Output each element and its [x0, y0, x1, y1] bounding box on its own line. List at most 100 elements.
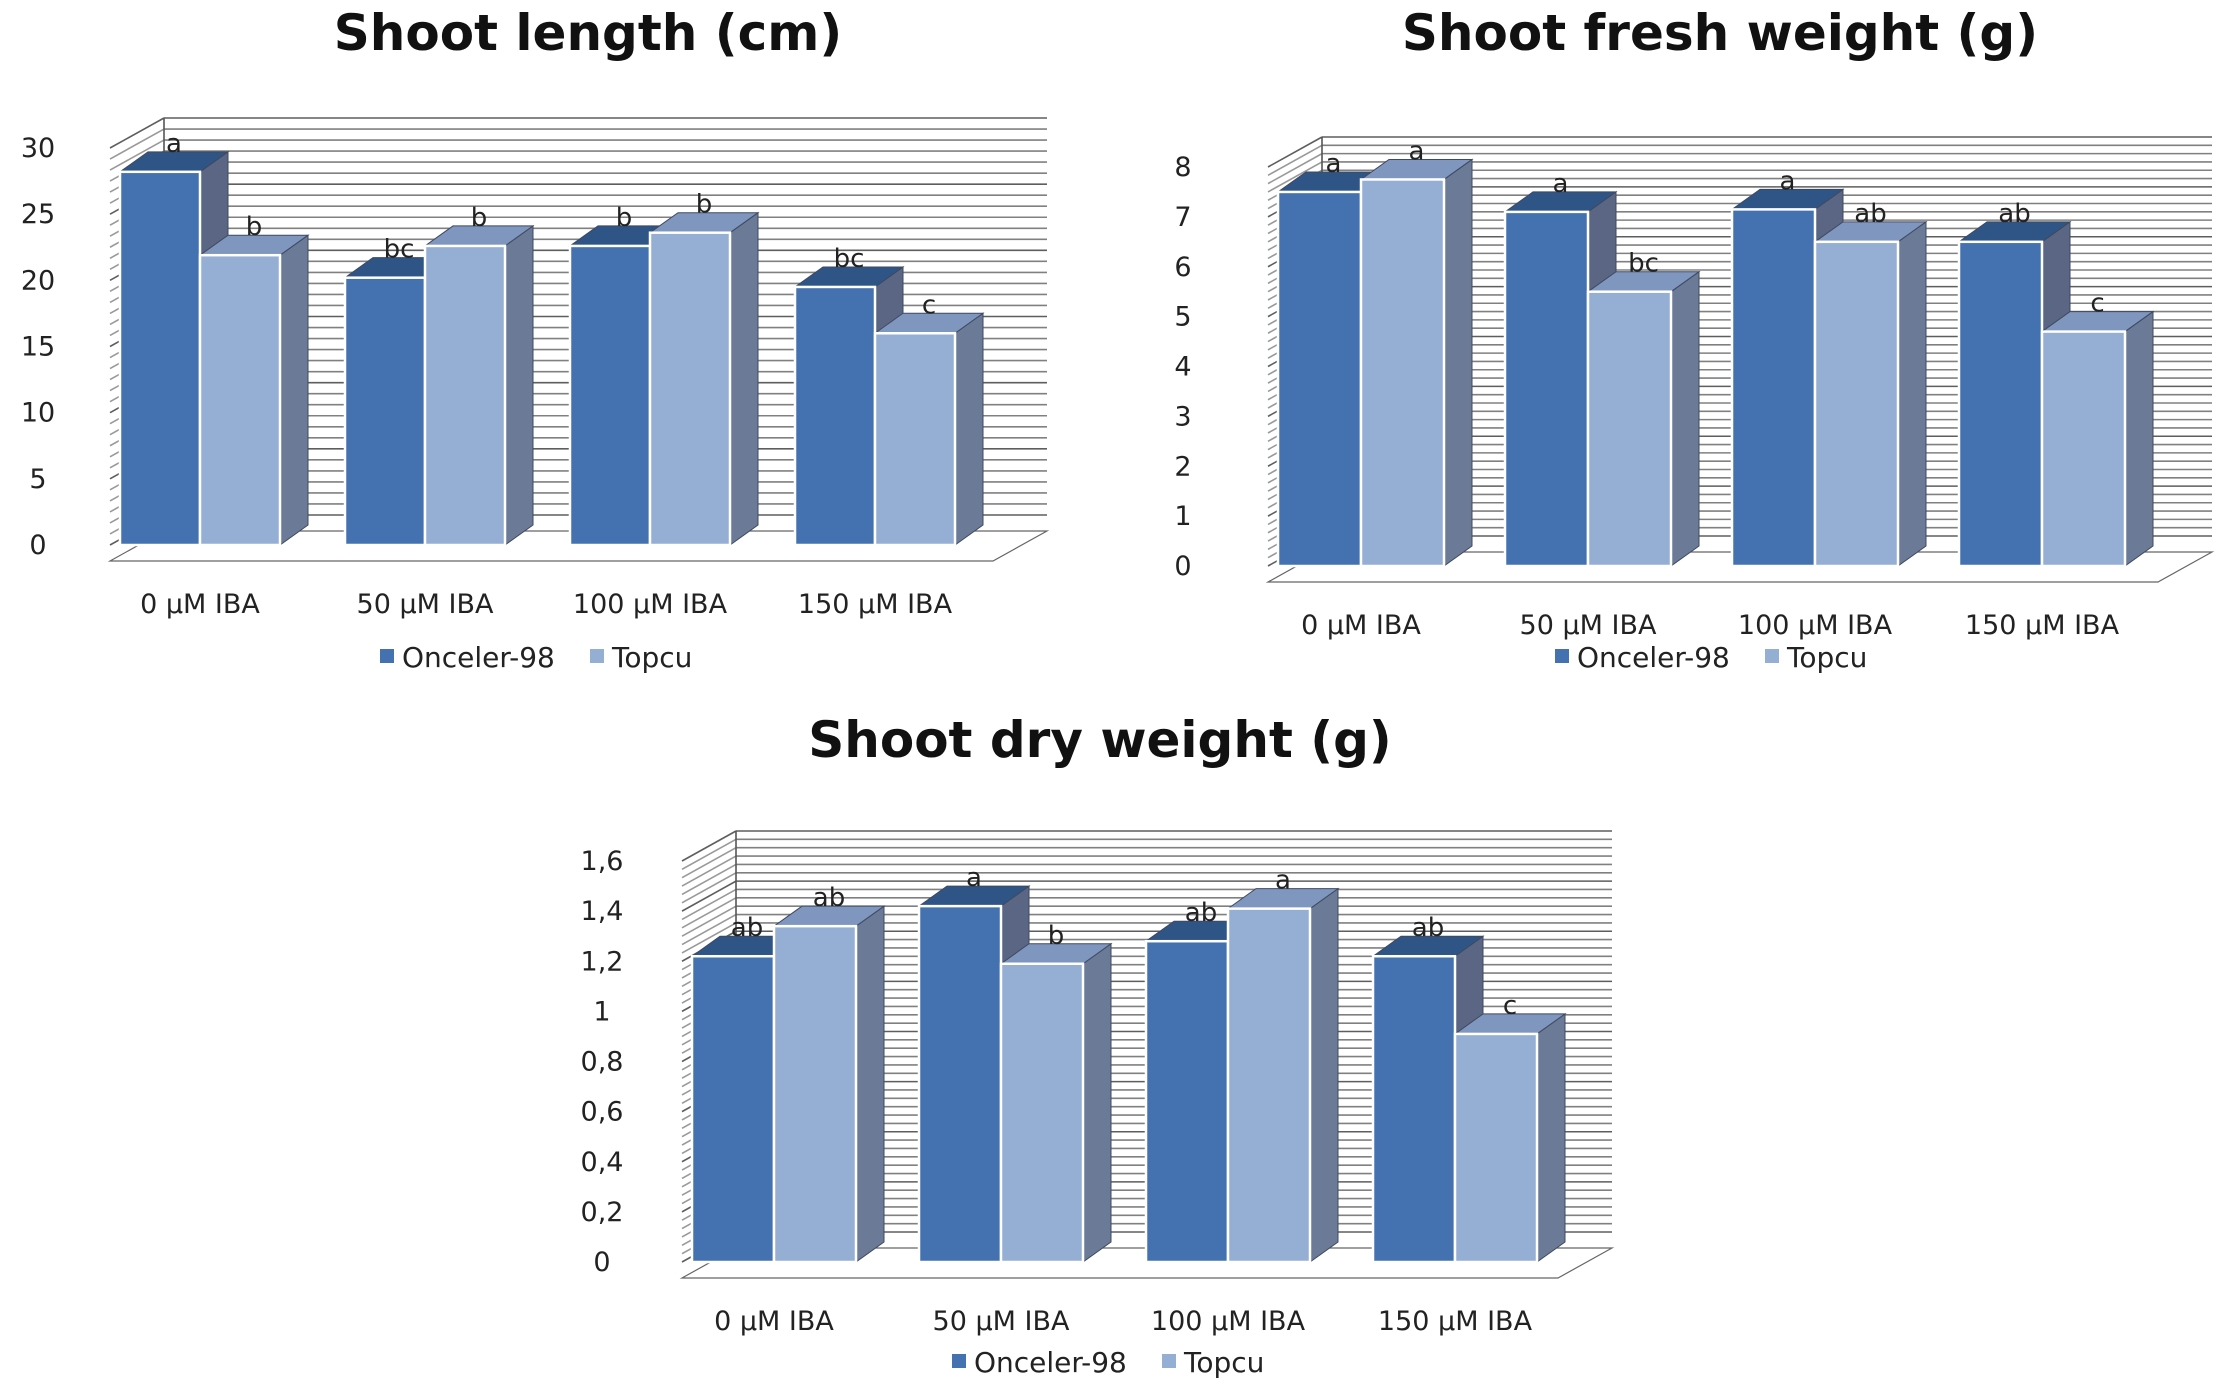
bar [1586, 290, 1673, 568]
category-label: 0 µM IBA [714, 1306, 834, 1337]
category-label: 50 µM IBA [1520, 610, 1657, 641]
bar [917, 904, 1003, 1264]
y-tick-label: 5 [1174, 302, 1191, 333]
category-label: 50 µM IBA [357, 589, 494, 620]
data-label: a [1553, 169, 1569, 199]
data-label: a [1409, 136, 1425, 166]
bar [793, 285, 877, 547]
gridline-side [681, 888, 737, 921]
category-label: 150 µM IBA [1378, 1306, 1533, 1337]
y-tick-label: 20 [21, 265, 55, 296]
bar-side [1670, 270, 1700, 567]
gridline-side [109, 139, 165, 171]
legend-swatch [380, 649, 394, 663]
legend-label: Topcu [1786, 641, 1867, 674]
data-label: b [246, 212, 263, 242]
category-label: 100 µM IBA [1151, 1306, 1306, 1337]
bar-side [954, 312, 984, 546]
bar [1226, 907, 1312, 1264]
bar-side [1443, 158, 1473, 567]
bar [1503, 210, 1590, 568]
gridline-side [1267, 136, 1323, 168]
bar-side [504, 224, 534, 546]
data-label: ab [731, 913, 763, 943]
y-tick-label: 30 [21, 133, 55, 164]
bar [648, 231, 732, 547]
data-label: a [1780, 166, 1796, 196]
legend-label: Topcu [611, 641, 692, 674]
data-label: c [2090, 289, 2104, 319]
gridline-side [1267, 144, 1323, 177]
chart-shoot-length: Shoot length (cm) 0 5 10 15 20 25 30 a b 0 µM IBA b… [21, 4, 1050, 674]
y-tick-label: 1,4 [581, 896, 624, 927]
bar-side [1536, 1012, 1566, 1263]
data-label: c [1503, 991, 1517, 1021]
gridline-side [681, 855, 737, 887]
data-label: a [1326, 149, 1342, 179]
bar [1730, 208, 1817, 568]
bar [568, 244, 652, 547]
data-label: ab [1854, 199, 1886, 229]
gridline-side [681, 922, 737, 954]
y-tick-label: 4 [1174, 352, 1191, 383]
gridline-side [681, 905, 737, 937]
bar-side [855, 905, 885, 1263]
data-label: ab [1412, 913, 1444, 943]
y-tick-label: 1 [1174, 501, 1191, 532]
chart-shoot-fresh-weight: Shoot fresh weight (g) 0 1 2 3 4 5 6 7 8 a a 0 µM IB… [1174, 4, 2215, 674]
chart-title: Shoot dry weight (g) [808, 711, 1392, 769]
y-tick-label: 0,6 [581, 1097, 624, 1128]
data-label: c [922, 290, 936, 320]
bar-side [729, 211, 759, 546]
y-tick-label: 0 [593, 1247, 610, 1278]
y-tick-label: 0,4 [581, 1147, 624, 1178]
category-label: 150 µM IBA [1965, 610, 2120, 641]
y-tick-label: 0,2 [581, 1197, 624, 1228]
bar [1453, 1032, 1539, 1264]
y-tick-label: 7 [1174, 202, 1191, 233]
gridline-side [681, 880, 737, 912]
bar [690, 954, 776, 1264]
bar [1276, 190, 1363, 568]
data-label: ab [813, 883, 845, 913]
category-label: 50 µM IBA [933, 1306, 1070, 1337]
legend-swatch [1162, 1354, 1176, 1368]
data-label: b [1048, 921, 1065, 951]
gridline-side [681, 913, 737, 946]
gridline-side [109, 128, 165, 160]
data-label: bc [834, 244, 865, 274]
gridline-side [681, 863, 737, 896]
gridline-side [1267, 152, 1323, 185]
data-label: b [696, 190, 713, 220]
data-label: bc [1628, 249, 1659, 279]
bar [343, 276, 427, 547]
category-label: 0 µM IBA [140, 589, 260, 620]
bar [118, 170, 202, 547]
bar-side [2124, 310, 2154, 567]
legend-label: Onceler-98 [402, 641, 555, 674]
bar [873, 332, 957, 547]
bar [999, 962, 1085, 1264]
legend-swatch [1555, 649, 1569, 663]
data-label: b [471, 203, 488, 233]
legend-label: Topcu [1183, 1346, 1264, 1379]
gridline-side [1267, 161, 1323, 193]
y-tick-label: 5 [29, 464, 46, 495]
bar-side [1309, 887, 1339, 1263]
bar [423, 244, 507, 547]
data-label: a [166, 129, 182, 159]
gridline-side [109, 117, 165, 149]
gridline-side [681, 838, 737, 871]
y-tick-label: 8 [1174, 152, 1191, 183]
data-label: b [616, 203, 633, 233]
gridline-side [681, 847, 737, 879]
y-tick-label: 10 [21, 398, 55, 429]
chart-title: Shoot fresh weight (g) [1402, 4, 2038, 62]
gridline-side [681, 897, 737, 929]
data-label: a [966, 863, 982, 893]
category-label: 0 µM IBA [1301, 610, 1421, 641]
y-tick-label: 2 [1174, 451, 1191, 482]
bar [772, 924, 858, 1264]
bar [1957, 240, 2044, 568]
